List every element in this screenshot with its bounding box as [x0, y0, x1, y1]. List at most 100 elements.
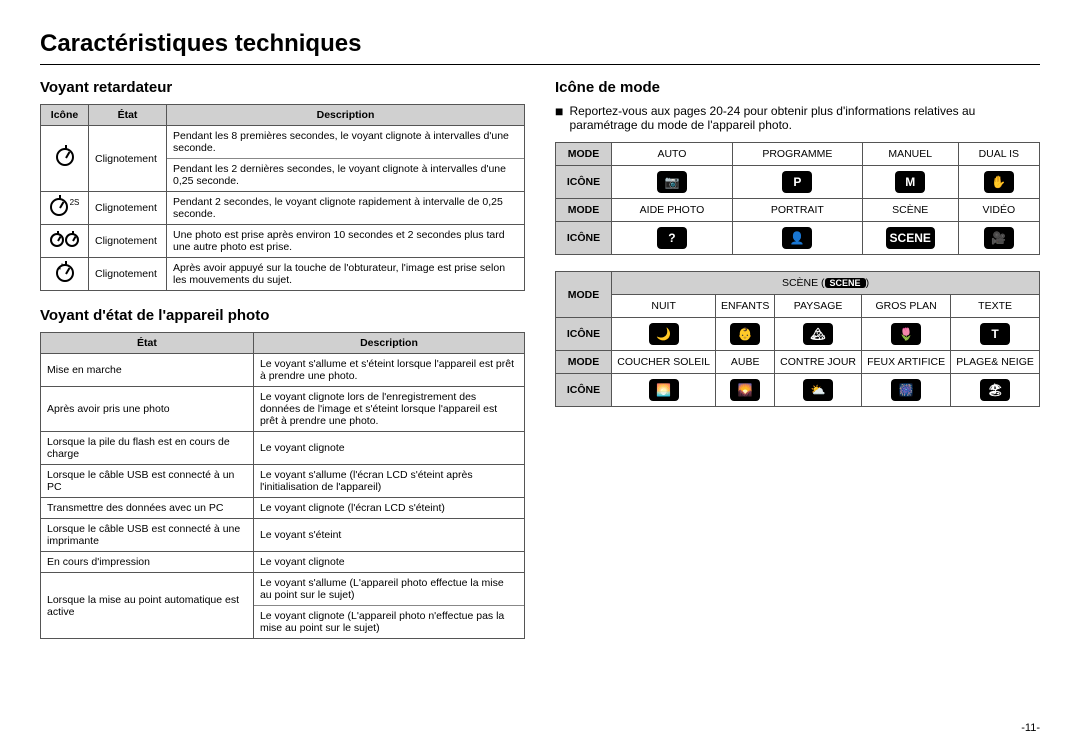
desc-cell: Pendant les 8 premières secondes, le voy… [167, 126, 525, 192]
landscape-icon: 🏔 [803, 323, 833, 345]
desc-cell: Le voyant s'allume (L'appareil photo eff… [253, 573, 524, 639]
timer-icon [50, 198, 68, 216]
bullet-icon: ■ [555, 104, 563, 132]
dualis-icon: ✋ [984, 171, 1014, 193]
desc-cell: Le voyant clignote [253, 552, 524, 573]
timer-2s-label: 2S [70, 198, 80, 207]
page-number: -11- [1021, 722, 1040, 734]
mode-name: PROGRAMME [732, 143, 862, 166]
right-column: Icône de mode ■ Reportez-vous aux pages … [555, 79, 1040, 639]
section-mode-icon-title: Icône de mode [555, 79, 1040, 96]
timer-double-icon-cell [41, 225, 89, 258]
desc-cell: Après avoir appuyé sur la touche de l'ob… [167, 258, 525, 291]
status-table: État Description Mise en marcheLe voyant… [40, 332, 525, 639]
mode-icon-cell: 🌷 [862, 318, 951, 351]
row-label-icon: ICÔNE [556, 166, 612, 199]
desc-cell: Le voyant clignote (l'écran LCD s'éteint… [253, 498, 524, 519]
mode-name: AUBE [716, 351, 775, 374]
mode-name: COUCHER SOLEIL [612, 351, 716, 374]
mode-name: PAYSAGE [775, 295, 862, 318]
mode-name: FEUX ARTIFICE [862, 351, 951, 374]
mode-name: TEXTE [951, 295, 1040, 318]
row-label-icon: ICÔNE [556, 374, 612, 407]
night-icon: 🌙 [649, 323, 679, 345]
mode-name: DUAL IS [958, 143, 1039, 166]
mode-icon-cell: M [862, 166, 958, 199]
mode-icon-cell: 🎥 [958, 222, 1039, 255]
mode-icon-cell: 🌅 [612, 374, 716, 407]
mode-icon-cell: 🏔 [775, 318, 862, 351]
mode-icon-cell: 📷 [612, 166, 733, 199]
mode-name: PLAGE& NEIGE [951, 351, 1040, 374]
closeup-icon: 🌷 [891, 323, 921, 345]
state-cell: Lorsque la mise au point automatique est… [41, 573, 254, 639]
mode-name: ENFANTS [716, 295, 775, 318]
mode-icon-cell: T [951, 318, 1040, 351]
scene-icon: SCENE [886, 227, 935, 249]
dawn-icon: 🌄 [730, 379, 760, 401]
timer-icon [65, 233, 79, 247]
self-timer-table: Icône État Description Clignotement Pend… [40, 104, 525, 291]
page-title: Caractéristiques techniques [40, 30, 1040, 58]
state-cell: Lorsque le câble USB est connecté à une … [41, 519, 254, 552]
state-cell: Clignotement [89, 126, 167, 192]
timer-icon [56, 148, 74, 166]
row-label-icon: ICÔNE [556, 318, 612, 351]
mode-name: AIDE PHOTO [612, 199, 733, 222]
mode-icon-cell: ✋ [958, 166, 1039, 199]
state-cell: Mise en marche [41, 354, 254, 387]
th-icon: Icône [41, 105, 89, 126]
desc-cell: Le voyant s'éteint [253, 519, 524, 552]
state-cell: Transmettre des données avec un PC [41, 498, 254, 519]
th-desc: Description [253, 333, 524, 354]
scene-header-text: SCÈNE [782, 277, 818, 289]
desc-cell: Pendant 2 secondes, le voyant clignote r… [167, 192, 525, 225]
backlight-icon: ⛅ [803, 379, 833, 401]
timer-icon [50, 233, 64, 247]
mode-name: CONTRE JOUR [775, 351, 862, 374]
sunset-icon: 🌅 [649, 379, 679, 401]
video-icon: 🎥 [984, 227, 1014, 249]
row-label-icon: ICÔNE [556, 222, 612, 255]
row-label-mode: MODE [556, 351, 612, 374]
desc-cell: Une photo est prise après environ 10 sec… [167, 225, 525, 258]
firework-icon: 🎆 [891, 379, 921, 401]
mode-icon-cell: 🏖 [951, 374, 1040, 407]
mode-icon-cell: 👶 [716, 318, 775, 351]
desc-cell: Le voyant s'allume (l'écran LCD s'éteint… [253, 465, 524, 498]
state-cell: Clignotement [89, 225, 167, 258]
desc-line: Pendant les 8 premières secondes, le voy… [167, 126, 524, 159]
row-label-mode: MODE [556, 272, 612, 318]
auto-icon: 📷 [657, 171, 687, 193]
mode-name: VIDÉO [958, 199, 1039, 222]
photohelp-icon: ? [657, 227, 687, 249]
desc-line: Le voyant s'allume (L'appareil photo eff… [254, 573, 524, 606]
mode-name: PORTRAIT [732, 199, 862, 222]
mode-name: GROS PLAN [862, 295, 951, 318]
text-icon: T [980, 323, 1010, 345]
state-cell: En cours d'impression [41, 552, 254, 573]
th-state: État [89, 105, 167, 126]
timer-10s-icon-cell [41, 126, 89, 192]
state-cell: Lorsque la pile du flash est en cours de… [41, 432, 254, 465]
state-cell: Lorsque le câble USB est connecté à un P… [41, 465, 254, 498]
mode-name: SCÈNE [862, 199, 958, 222]
scene-badge: SCENE [825, 278, 866, 288]
mode-name: NUIT [612, 295, 716, 318]
timer-motion-icon-cell [41, 258, 89, 291]
mode-note: ■ Reportez-vous aux pages 20-24 pour obt… [555, 104, 1040, 132]
desc-line: Le voyant clignote (L'appareil photo n'e… [254, 606, 524, 638]
title-rule [40, 64, 1040, 65]
left-column: Voyant retardateur Icône État Descriptio… [40, 79, 525, 639]
mode-icon-cell: P [732, 166, 862, 199]
portrait-icon: 👤 [782, 227, 812, 249]
children-icon: 👶 [730, 323, 760, 345]
mode-icon-cell: 🌙 [612, 318, 716, 351]
section-self-timer-title: Voyant retardateur [40, 79, 525, 96]
desc-cell: Le voyant clignote [253, 432, 524, 465]
scene-header: SCÈNE (SCENE) [612, 272, 1040, 295]
desc-cell: Le voyant clignote lors de l'enregistrem… [253, 387, 524, 432]
state-cell: Clignotement [89, 192, 167, 225]
beachsnow-icon: 🏖 [980, 379, 1010, 401]
desc-cell: Le voyant s'allume et s'éteint lorsque l… [253, 354, 524, 387]
